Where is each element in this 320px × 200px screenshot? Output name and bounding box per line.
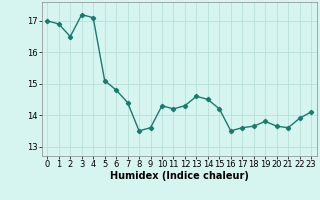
X-axis label: Humidex (Indice chaleur): Humidex (Indice chaleur): [110, 171, 249, 181]
